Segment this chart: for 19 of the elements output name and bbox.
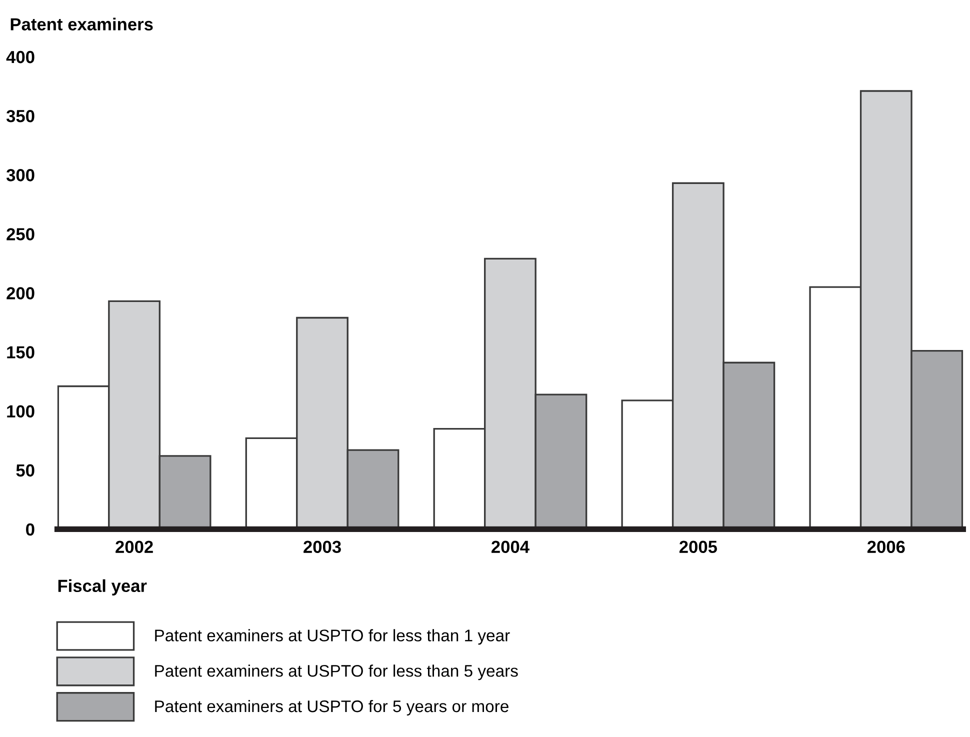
y-tick-label: 150 (7, 346, 34, 358)
y-tick-label: 200 (6, 287, 34, 300)
y-tick-label: 50 (16, 464, 34, 477)
y-tick-label: 300 (6, 169, 34, 182)
x-tick-label: 2006 (867, 540, 905, 554)
x-tick-label: 2003 (304, 540, 341, 554)
y-tick-label: 100 (7, 405, 34, 418)
x-tick-label: 2004 (492, 540, 530, 554)
y-tick-label: 0 (26, 523, 34, 536)
y-tick-label: 250 (6, 228, 34, 240)
y-tick-label: 400 (6, 50, 34, 64)
y-tick-label: 350 (6, 110, 34, 122)
legend-label: Patent examiners at USPTO for less than 5 years (155, 664, 518, 680)
x-tick-label: 2002 (116, 540, 153, 554)
legend-label: Patent examiners at USPTO for 5 years or more (155, 700, 508, 716)
legend-label: Patent examiners at USPTO for less than 1 year (155, 629, 510, 645)
y-axis-title: Patent examiners (10, 18, 153, 30)
x-tick-label: 2005 (679, 540, 718, 554)
x-axis-title: Fiscal year (58, 579, 147, 596)
